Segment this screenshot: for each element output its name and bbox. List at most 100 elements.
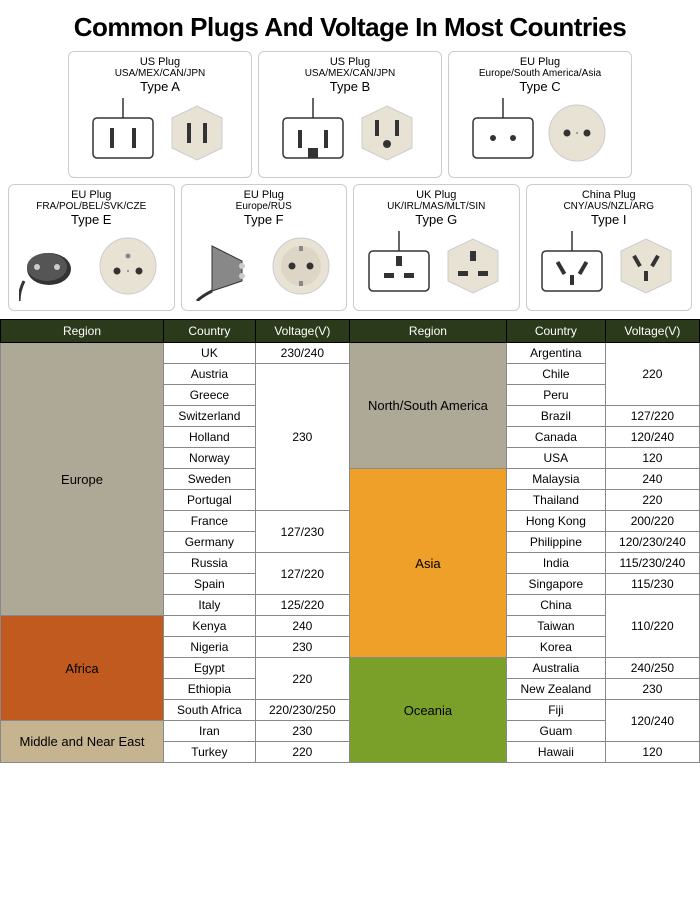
country-cell: Hong Kong bbox=[506, 511, 605, 532]
voltage-cell: 220 bbox=[255, 658, 349, 700]
country-cell: Malaysia bbox=[506, 469, 605, 490]
plug-regions: FRA/POL/BEL/SVK/CZE bbox=[36, 201, 146, 212]
country-cell: Spain bbox=[163, 574, 255, 595]
plug-card: EU Plug Europe/RUS Type F bbox=[181, 184, 348, 311]
plug-card: EU Plug FRA/POL/BEL/SVK/CZE Type E bbox=[8, 184, 175, 311]
region-cell: Africa bbox=[1, 616, 164, 721]
plug-name: EU Plug bbox=[71, 189, 111, 201]
country-cell: Canada bbox=[506, 427, 605, 448]
region-cell: Europe bbox=[1, 343, 164, 616]
plug-icon bbox=[19, 231, 89, 306]
voltage-cell: 230 bbox=[255, 637, 349, 658]
table-header: Country bbox=[163, 320, 255, 343]
plug-card: EU Plug Europe/South America/Asia Type C bbox=[448, 51, 632, 178]
country-cell: Ethiopia bbox=[163, 679, 255, 700]
voltage-cell: 220 bbox=[255, 742, 349, 763]
socket-icon bbox=[611, 231, 681, 306]
region-cell: North/South America bbox=[349, 343, 506, 469]
plug-grid: US Plug USA/MEX/CAN/JPN Type A US Plug U… bbox=[0, 51, 700, 311]
country-cell: Russia bbox=[163, 553, 255, 574]
country-cell: France bbox=[163, 511, 255, 532]
plug-name: UK Plug bbox=[416, 189, 456, 201]
country-cell: Taiwan bbox=[506, 616, 605, 637]
plug-icon bbox=[537, 231, 607, 306]
country-cell: Brazil bbox=[506, 406, 605, 427]
voltage-cell: 220 bbox=[605, 343, 699, 406]
country-cell: Guam bbox=[506, 721, 605, 742]
country-cell: USA bbox=[506, 448, 605, 469]
country-cell: Italy bbox=[163, 595, 255, 616]
plug-regions: Europe/RUS bbox=[236, 201, 292, 212]
plug-card: US Plug USA/MEX/CAN/JPN Type B bbox=[258, 51, 442, 178]
country-cell: Greece bbox=[163, 385, 255, 406]
voltage-cell: 220/230/250 bbox=[255, 700, 349, 721]
voltage-cell: 115/230/240 bbox=[605, 553, 699, 574]
voltage-cell: 200/220 bbox=[605, 511, 699, 532]
plug-regions: Europe/South America/Asia bbox=[479, 68, 601, 79]
plug-name: China Plug bbox=[582, 189, 636, 201]
plug-type: Type A bbox=[140, 79, 180, 94]
country-cell: Thailand bbox=[506, 490, 605, 511]
country-cell: Egypt bbox=[163, 658, 255, 679]
plug-name: EU Plug bbox=[244, 189, 284, 201]
plug-card: US Plug USA/MEX/CAN/JPN Type A bbox=[68, 51, 252, 178]
country-cell: New Zealand bbox=[506, 679, 605, 700]
plug-name: EU Plug bbox=[520, 56, 560, 68]
table-header: Voltage(V) bbox=[605, 320, 699, 343]
country-cell: Kenya bbox=[163, 616, 255, 637]
plug-type: Type C bbox=[519, 79, 560, 94]
country-cell: Germany bbox=[163, 532, 255, 553]
voltage-cell: 110/220 bbox=[605, 595, 699, 658]
voltage-cell: 240/250 bbox=[605, 658, 699, 679]
country-cell: Korea bbox=[506, 637, 605, 658]
voltage-cell: 120/230/240 bbox=[605, 532, 699, 553]
table-header: Voltage(V) bbox=[255, 320, 349, 343]
plug-card: China Plug CNY/AUS/NZL/ARG Type I bbox=[526, 184, 693, 311]
plug-card: UK Plug UK/IRL/MAS/MLT/SIN Type G bbox=[353, 184, 520, 311]
voltage-cell: 240 bbox=[255, 616, 349, 637]
plug-type: Type I bbox=[591, 212, 626, 227]
plug-type: Type E bbox=[71, 212, 111, 227]
country-cell: Chile bbox=[506, 364, 605, 385]
country-cell: Peru bbox=[506, 385, 605, 406]
region-cell: Middle and Near East bbox=[1, 721, 164, 763]
voltage-cell: 120/240 bbox=[605, 700, 699, 742]
voltage-cell: 120 bbox=[605, 742, 699, 763]
country-cell: Argentina bbox=[506, 343, 605, 364]
table-header: Region bbox=[1, 320, 164, 343]
table-header: Country bbox=[506, 320, 605, 343]
socket-icon bbox=[266, 231, 336, 306]
socket-icon bbox=[93, 231, 163, 306]
table-header: Region bbox=[349, 320, 506, 343]
country-cell: Philippine bbox=[506, 532, 605, 553]
voltage-cell: 230 bbox=[255, 721, 349, 742]
country-cell: Austria bbox=[163, 364, 255, 385]
plug-icon bbox=[88, 98, 158, 173]
country-cell: Iran bbox=[163, 721, 255, 742]
country-cell: Nigeria bbox=[163, 637, 255, 658]
plug-regions: CNY/AUS/NZL/ARG bbox=[563, 201, 654, 212]
country-cell: India bbox=[506, 553, 605, 574]
voltage-cell: 220 bbox=[605, 490, 699, 511]
country-cell: Turkey bbox=[163, 742, 255, 763]
region-cell: Oceania bbox=[349, 658, 506, 763]
country-cell: UK bbox=[163, 343, 255, 364]
country-cell: Norway bbox=[163, 448, 255, 469]
plug-icon bbox=[192, 231, 262, 306]
country-cell: Holland bbox=[163, 427, 255, 448]
country-cell: South Africa bbox=[163, 700, 255, 721]
socket-icon bbox=[162, 98, 232, 173]
socket-icon bbox=[352, 98, 422, 173]
socket-icon bbox=[542, 98, 612, 173]
voltage-cell: 127/220 bbox=[255, 553, 349, 595]
voltage-cell: 127/220 bbox=[605, 406, 699, 427]
country-cell: Portugal bbox=[163, 490, 255, 511]
voltage-cell: 230/240 bbox=[255, 343, 349, 364]
plug-regions: USA/MEX/CAN/JPN bbox=[115, 68, 206, 79]
plug-icon bbox=[278, 98, 348, 173]
plug-regions: UK/IRL/MAS/MLT/SIN bbox=[387, 201, 485, 212]
voltage-table: RegionCountryVoltage(V)RegionCountryVolt… bbox=[0, 319, 700, 763]
country-cell: China bbox=[506, 595, 605, 616]
country-cell: Hawaii bbox=[506, 742, 605, 763]
plug-type: Type G bbox=[415, 212, 457, 227]
